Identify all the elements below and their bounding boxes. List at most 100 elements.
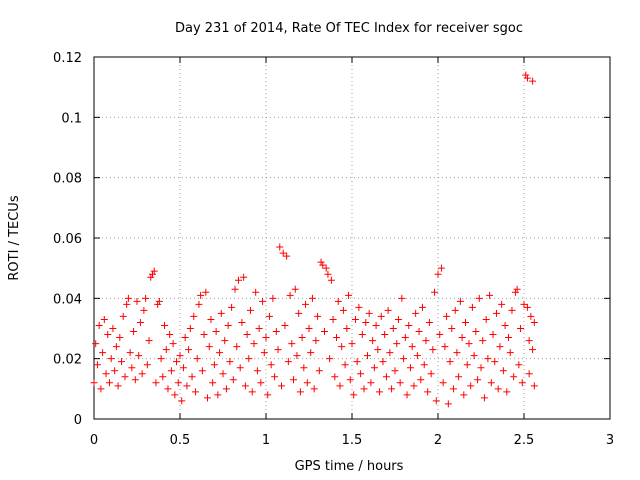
data-point xyxy=(252,288,260,296)
data-point xyxy=(133,297,141,305)
data-point xyxy=(284,358,292,366)
data-point xyxy=(357,370,365,378)
data-point xyxy=(114,382,122,390)
data-point xyxy=(362,318,370,326)
data-point xyxy=(317,258,325,266)
data-point xyxy=(253,367,261,375)
data-point xyxy=(338,343,346,351)
data-point xyxy=(530,382,538,390)
data-point xyxy=(159,373,167,381)
data-point xyxy=(518,379,526,387)
data-point xyxy=(295,309,303,317)
data-point xyxy=(186,325,194,332)
data-point xyxy=(458,334,466,342)
data-point xyxy=(162,346,170,354)
data-point xyxy=(379,358,387,366)
data-point xyxy=(420,361,428,369)
data-point xyxy=(486,291,494,299)
data-point xyxy=(393,340,401,348)
data-point xyxy=(107,355,115,363)
data-point xyxy=(198,367,206,375)
data-point xyxy=(441,343,449,351)
data-point xyxy=(437,264,445,272)
data-point xyxy=(166,331,174,339)
data-point xyxy=(142,294,150,302)
data-point xyxy=(217,309,225,317)
data-point xyxy=(339,306,347,314)
data-point xyxy=(303,379,311,387)
data-point xyxy=(260,349,268,357)
data-point xyxy=(119,312,127,320)
data-point xyxy=(376,388,384,396)
data-point xyxy=(462,318,470,326)
data-point xyxy=(448,325,456,332)
data-point xyxy=(257,379,265,387)
data-point xyxy=(90,379,98,387)
data-point xyxy=(331,373,339,381)
data-point xyxy=(209,379,217,387)
data-point xyxy=(305,325,313,332)
data-point xyxy=(353,358,361,366)
data-point xyxy=(477,364,485,372)
data-point xyxy=(406,364,414,372)
data-point xyxy=(436,331,444,339)
data-point xyxy=(419,303,427,311)
data-point xyxy=(183,382,191,390)
data-point xyxy=(300,364,308,372)
x-axis-label: GPS time / hours xyxy=(295,459,404,474)
data-point xyxy=(412,309,420,317)
data-point xyxy=(161,321,169,329)
data-point xyxy=(264,391,272,399)
data-point xyxy=(345,291,353,299)
data-point xyxy=(238,318,246,326)
data-point xyxy=(148,270,156,278)
data-point xyxy=(492,309,500,317)
data-point xyxy=(525,337,533,345)
data-point xyxy=(381,331,389,339)
grid xyxy=(94,57,610,419)
data-point xyxy=(262,334,270,342)
data-point xyxy=(422,337,430,345)
data-point xyxy=(499,367,507,375)
data-point xyxy=(288,340,296,348)
data-point xyxy=(259,297,267,305)
data-point xyxy=(334,297,342,305)
data-point xyxy=(212,328,220,336)
data-point xyxy=(468,303,476,311)
data-point xyxy=(484,355,492,363)
data-point xyxy=(118,358,126,366)
data-point xyxy=(197,291,205,299)
data-point xyxy=(224,321,232,329)
data-point xyxy=(494,385,502,393)
data-point xyxy=(374,346,382,354)
data-point xyxy=(384,306,392,314)
data-point xyxy=(523,303,531,311)
data-point xyxy=(443,312,451,320)
data-point xyxy=(527,312,535,320)
data-point xyxy=(245,355,253,363)
data-point xyxy=(219,370,227,378)
data-point xyxy=(398,294,406,302)
data-point xyxy=(147,273,155,281)
data-point xyxy=(214,391,222,399)
data-point xyxy=(248,388,256,396)
x-tick-label: 1 xyxy=(262,433,270,448)
data-point xyxy=(424,388,432,396)
data-point xyxy=(369,337,377,345)
data-point xyxy=(511,288,519,296)
data-point xyxy=(195,300,203,308)
data-point xyxy=(116,334,124,342)
data-point xyxy=(453,349,461,357)
y-tick-label: 0 xyxy=(74,413,82,428)
data-point xyxy=(327,276,335,284)
data-point xyxy=(93,361,101,369)
data-point xyxy=(341,361,349,369)
data-point xyxy=(169,340,177,348)
data-point xyxy=(333,334,341,342)
data-point xyxy=(322,264,330,272)
axis-ticks: 0 0.5 1 1.5 2 2.5 3 0 0.02 0.04 0.06 0.08 0.1 0.12 xyxy=(53,51,614,448)
data-point xyxy=(210,361,218,369)
data-point xyxy=(431,288,439,296)
data-point xyxy=(157,355,165,363)
